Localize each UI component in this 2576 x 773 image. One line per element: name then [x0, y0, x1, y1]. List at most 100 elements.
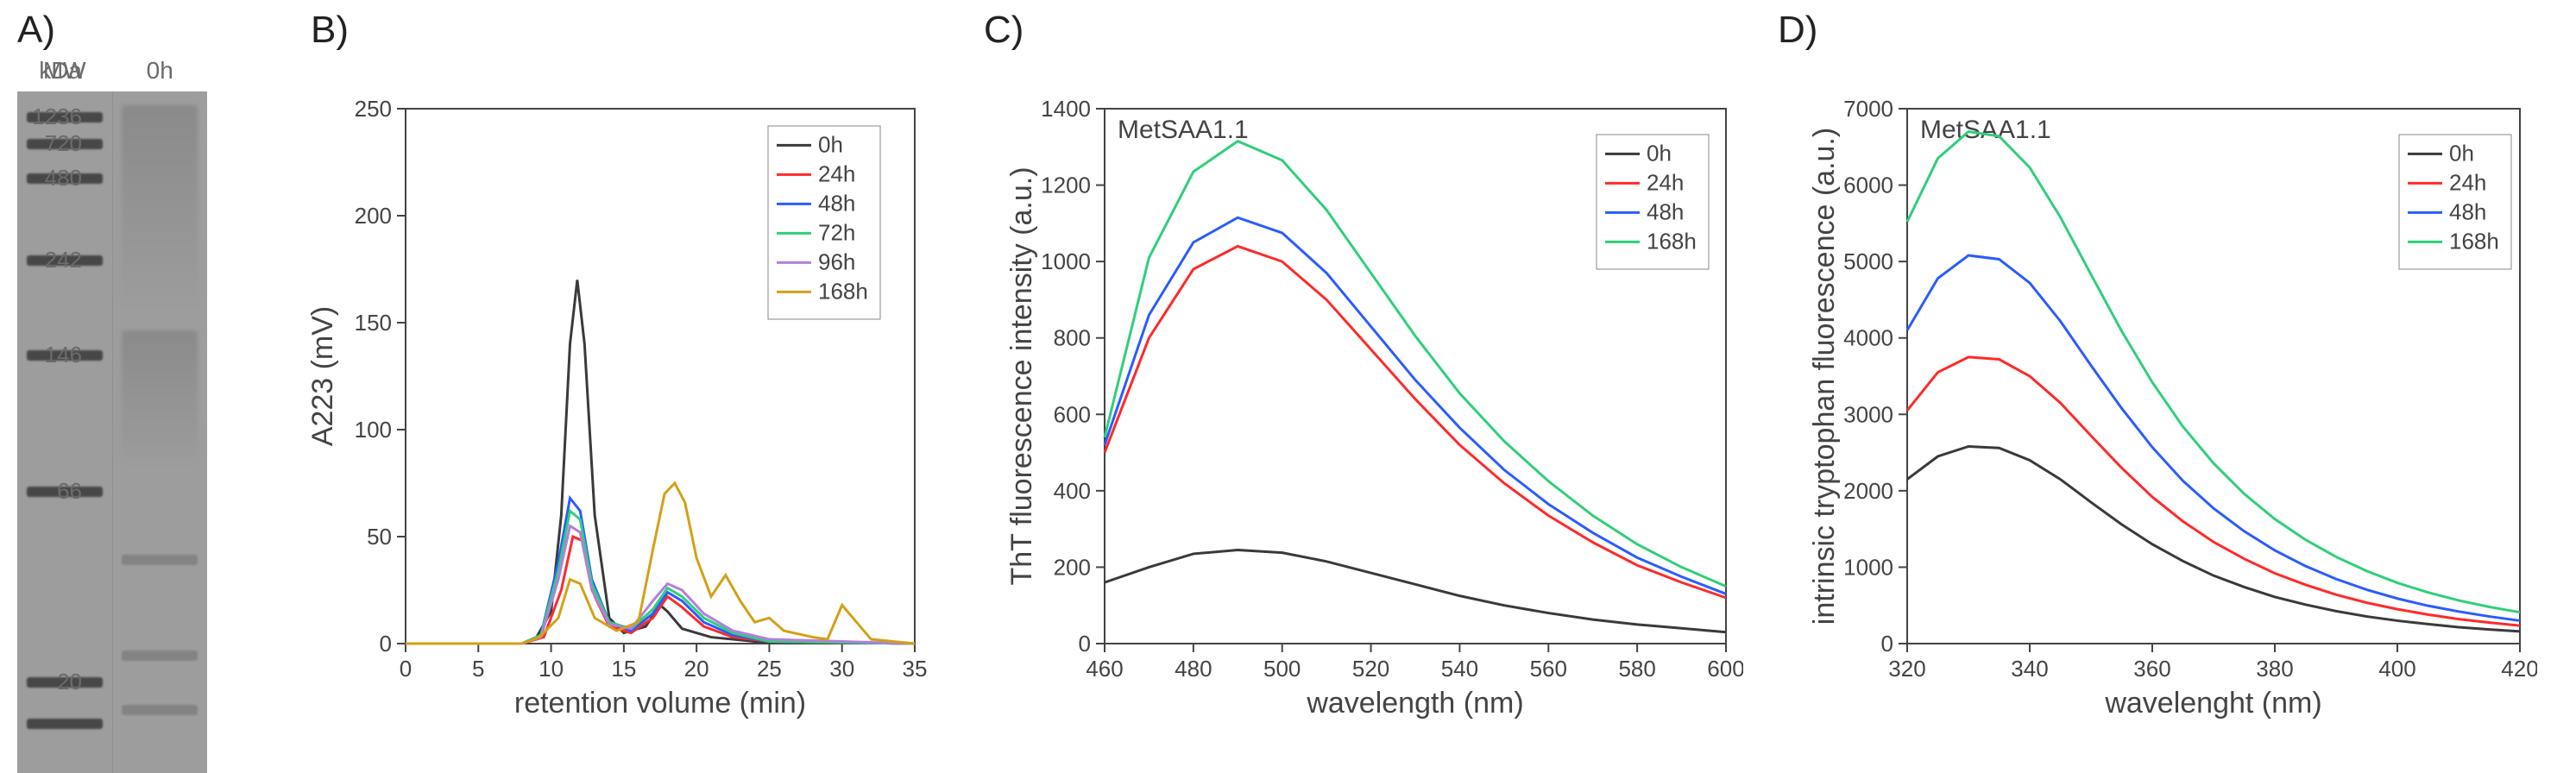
series-line — [1105, 217, 1726, 594]
x-tick-label: 20 — [684, 656, 709, 682]
y-tick-label: 2000 — [1843, 478, 1893, 504]
x-tick-label: 380 — [2256, 656, 2293, 682]
y-tick-label: 200 — [1054, 554, 1091, 580]
legend-label: 24h — [2449, 169, 2486, 195]
x-tick-label: 340 — [2011, 656, 2048, 682]
panel-c: C) 4604805005205405605806000200400600800… — [984, 9, 1743, 734]
x-tick-label: 0 — [400, 656, 412, 682]
x-tick-label: 30 — [829, 656, 854, 682]
x-tick-label: 320 — [1888, 656, 1925, 682]
series-line — [1907, 446, 2520, 631]
y-tick-label: 200 — [355, 203, 392, 229]
inset-label: MetSAA1.1 — [1920, 116, 2051, 144]
y-tick-label: 100 — [355, 417, 392, 443]
inset-label: MetSAA1.1 — [1118, 116, 1249, 144]
series-line — [1907, 255, 2520, 620]
panel-c-label: C) — [984, 9, 1743, 52]
series-line — [406, 483, 915, 644]
series-line — [406, 537, 915, 644]
x-tick-label: 540 — [1441, 656, 1478, 682]
y-tick-label: 250 — [355, 96, 392, 122]
gel-lane-0h: 0h — [112, 91, 208, 773]
panel-d: D) 320 340 360 380 400 420 0 1000 2000 3000 4000 50… — [1778, 9, 2537, 734]
y-tick-label: 0 — [380, 631, 392, 657]
x-tick-label: 420 — [2501, 656, 2537, 682]
x-tick-label: 480 — [1175, 656, 1212, 682]
panel-d-label: D) — [1778, 9, 2537, 52]
x-tick-label: 580 — [1618, 656, 1655, 682]
lane-header-0h: 0h — [113, 57, 208, 85]
y-tick-label: 800 — [1054, 325, 1091, 351]
panel-b-label: B) — [311, 9, 932, 52]
y-tick-label: 1000 — [1843, 554, 1893, 580]
kda-marker-label: 242 — [45, 247, 82, 273]
y-tick-label: 3000 — [1843, 401, 1893, 427]
kda-marker-label: 146 — [45, 342, 82, 368]
legend-label: 168h — [1647, 228, 1697, 254]
plot-frame — [1907, 109, 2520, 644]
legend-label: 48h — [2449, 198, 2486, 224]
x-tick-label: 10 — [539, 656, 564, 682]
panel-a: A) kDa MW 0h 12367204802421466620 — [17, 9, 276, 773]
panel-c-svg: 4604805005205405605806000200400600800100… — [984, 57, 1743, 730]
y-tick-label: 6000 — [1843, 173, 1893, 198]
panel-b-svg: 05101520253035050100150200250retention v… — [311, 57, 932, 730]
kda-marker-label: 66 — [57, 478, 82, 505]
gel-band — [27, 719, 103, 729]
y-tick-label: 150 — [355, 310, 392, 336]
x-tick-label: 15 — [611, 656, 636, 682]
x-tick-label: 600 — [1707, 656, 1743, 682]
y-axis-label: intrinsic tryptophan fluorescence (a.u.) — [1808, 128, 1841, 625]
legend-label: 0h — [1647, 140, 1672, 166]
kda-marker-label: 20 — [57, 669, 82, 695]
x-tick-label: 25 — [757, 656, 782, 682]
lane-header-mw: MW — [17, 57, 112, 85]
series-line — [1105, 246, 1726, 597]
x-tick-label: 360 — [2133, 656, 2170, 682]
x-tick-label: 460 — [1086, 656, 1123, 682]
x-tick-label: 5 — [472, 656, 484, 682]
series-line — [1907, 357, 2520, 625]
legend-label: 168h — [818, 278, 868, 304]
y-tick-label: 1400 — [1041, 96, 1091, 122]
y-axis-label: A223 (mV) — [311, 306, 339, 447]
plot-frame — [406, 109, 915, 644]
panel-d-svg: 320 340 360 380 400 420 0 1000 2000 3000 4000 5000 6… — [1778, 57, 2537, 730]
y-tick-label: 5000 — [1843, 248, 1893, 274]
panel-b-chart: 05101520253035050100150200250retention v… — [311, 57, 932, 734]
x-tick-label: 35 — [903, 656, 928, 682]
legend-label: 48h — [1647, 198, 1684, 224]
gel-smear — [122, 330, 198, 467]
y-tick-label: 4000 — [1843, 325, 1893, 351]
figure: A) kDa MW 0h 12367204802421466620 B) 051… — [0, 0, 2576, 764]
x-tick-label: 500 — [1263, 656, 1301, 682]
y-axis-label: ThT fluorescence intensity (a.u.) — [1005, 167, 1038, 585]
gel-wrap: kDa MW 0h 12367204802421466620 — [17, 91, 276, 773]
y-tick-label: 1000 — [1041, 248, 1091, 274]
legend-label: 0h — [2449, 140, 2474, 166]
x-axis-label: wavelenght (nm) — [2104, 687, 2321, 720]
panel-a-label: A) — [17, 9, 276, 52]
x-tick-label: 400 — [2378, 656, 2415, 682]
series-line — [406, 511, 915, 644]
kda-marker-label: 1236 — [32, 104, 82, 130]
x-axis-label: wavelength (nm) — [1306, 687, 1523, 720]
gel-image: MW 0h — [17, 91, 207, 773]
legend-label: 24h — [818, 160, 855, 186]
legend-label: 96h — [818, 248, 855, 274]
y-tick-label: 0 — [1079, 631, 1091, 657]
panel-d-chart: 320 340 360 380 400 420 0 1000 2000 3000 4000 5000 6… — [1778, 57, 2537, 734]
kda-marker-label: 720 — [45, 130, 82, 157]
gel-band — [122, 705, 198, 715]
x-tick-label: 560 — [1530, 656, 1567, 682]
y-tick-label: 7000 — [1843, 96, 1893, 122]
y-tick-label: 0 — [1881, 631, 1893, 657]
y-tick-label: 400 — [1054, 478, 1091, 504]
legend-label: 48h — [818, 190, 855, 216]
gel-band — [122, 555, 198, 565]
series-line — [1105, 141, 1726, 587]
y-tick-label: 50 — [367, 524, 392, 550]
series-line — [406, 280, 915, 644]
x-tick-label: 520 — [1352, 656, 1389, 682]
legend-label: 72h — [818, 219, 855, 245]
